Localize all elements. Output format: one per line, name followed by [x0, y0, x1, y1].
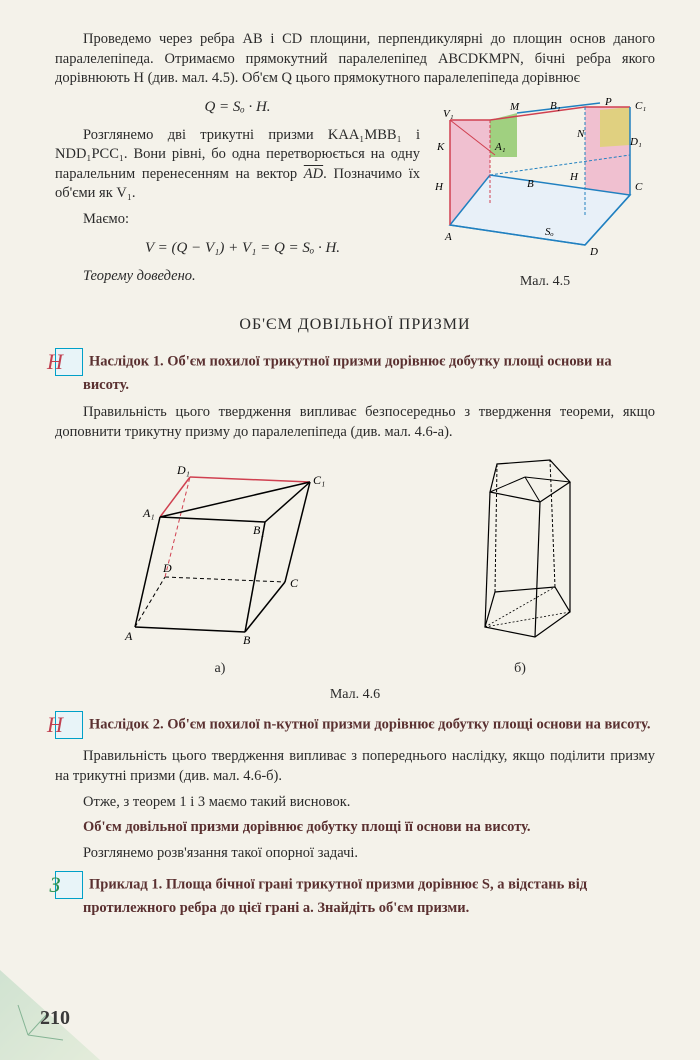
- svg-text:M: M: [509, 101, 520, 113]
- svg-text:N: N: [576, 128, 585, 140]
- naslidok-1-text: Наслідок 1. Об'єм похилої трикутної приз…: [83, 353, 612, 393]
- page-number: 210: [40, 1007, 70, 1030]
- svg-text:D₁: D₁: [176, 463, 190, 477]
- svg-text:C: C: [635, 181, 643, 193]
- svg-text:C₁: C₁: [313, 473, 325, 487]
- svg-text:B: B: [527, 178, 534, 190]
- figure-4-6: A B C D A₁ B₁ C₁ D₁ а) б): [55, 452, 655, 677]
- paragraph-9: Розглянемо розв'язання такої опорної зад…: [55, 844, 655, 864]
- svg-text:B₁: B₁: [253, 523, 265, 537]
- svg-text:H: H: [435, 181, 444, 193]
- fig-4-6-a-label: а): [105, 661, 335, 677]
- svg-text:C: C: [290, 576, 299, 590]
- svg-text:A₁: A₁: [494, 141, 506, 153]
- marker-n-1: Н: [55, 348, 83, 376]
- figure-4-5: V₁ M B₁ P C₁ K A₁ N D₁ H B H C A Sₒ D Ма…: [435, 95, 655, 290]
- example-1-text: Приклад 1. Площа бічної грані трикутної …: [83, 877, 587, 917]
- svg-text:A: A: [124, 629, 133, 643]
- svg-text:D: D: [162, 561, 172, 575]
- svg-text:H: H: [569, 171, 579, 183]
- fig-4-6-b-label: б): [435, 661, 605, 677]
- marker-n-2: Н: [55, 711, 83, 739]
- naslidok-2-text: Наслідок 2. Об'єм похилої n-кутної призм…: [89, 717, 650, 733]
- svg-text:D₁: D₁: [629, 136, 642, 148]
- paragraph-7: Отже, з теорем 1 і 3 маємо такий висново…: [55, 793, 655, 813]
- svg-text:B: B: [243, 633, 251, 647]
- svg-text:A₁: A₁: [142, 506, 155, 520]
- svg-text:Sₒ: Sₒ: [545, 226, 554, 238]
- paragraph-8: Об'єм довільної призми дорівнює добутку …: [55, 818, 655, 838]
- marker-z: З: [55, 871, 83, 899]
- paragraph-6: Правильність цього твердження випливає з…: [55, 747, 655, 786]
- svg-text:P: P: [604, 96, 612, 108]
- svg-text:B₁: B₁: [550, 100, 561, 112]
- svg-text:D: D: [589, 246, 598, 258]
- naslidok-1: ННаслідок 1. Об'єм похилої трикутної при…: [55, 348, 655, 396]
- svg-text:A: A: [444, 231, 452, 243]
- svg-text:K: K: [436, 141, 445, 153]
- paragraph-1: Проведемо через ребра AB і CD площини, п…: [55, 30, 655, 89]
- fig-4-6-caption: Мал. 4.6: [55, 687, 655, 703]
- fig-4-5-caption: Мал. 4.5: [435, 274, 655, 290]
- svg-text:C₁: C₁: [635, 100, 646, 112]
- section-title: ОБ'ЄМ ДОВІЛЬНОЇ ПРИЗМИ: [55, 316, 655, 334]
- paragraph-5: Правильність цього твердження випливає б…: [55, 403, 655, 442]
- naslidok-2: Н Наслідок 2. Об'єм похилої n-кутної приз…: [55, 711, 655, 739]
- example-1: ЗПриклад 1. Площа бічної грані трикутної…: [55, 871, 655, 919]
- svg-text:V₁: V₁: [443, 108, 454, 120]
